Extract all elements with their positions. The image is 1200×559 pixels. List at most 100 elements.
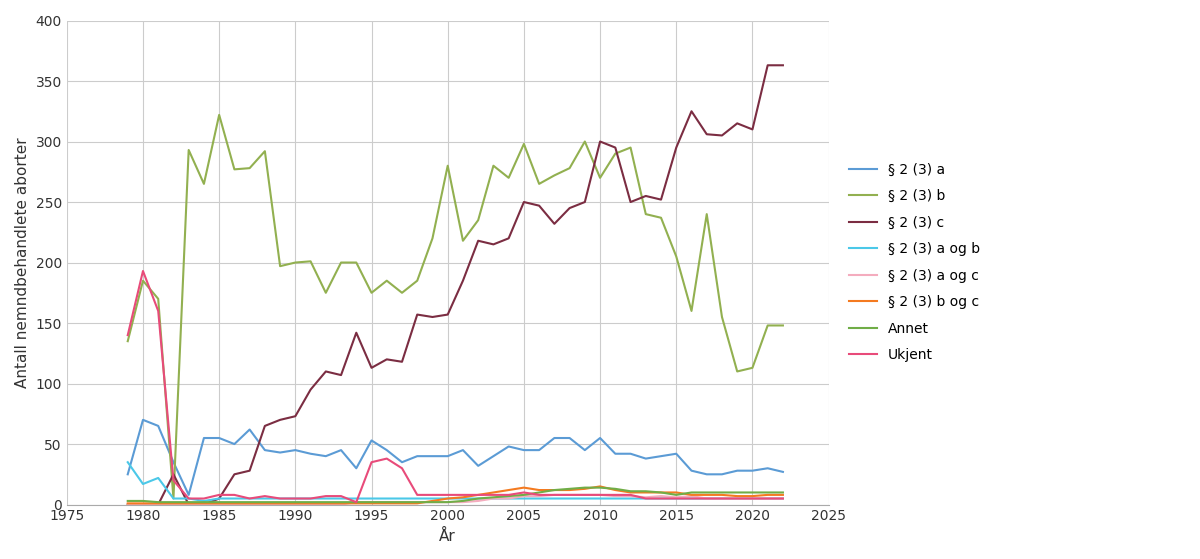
Ukjent: [563, 491, 577, 498]
§ 2 (3) a og b: [440, 495, 455, 502]
§ 2 (3) a: [745, 467, 760, 474]
§ 2 (3) a og b: [547, 495, 562, 502]
Ukjent: [547, 491, 562, 498]
§ 2 (3) c: [410, 311, 425, 318]
§ 2 (3) b: [577, 138, 592, 145]
Annet: [212, 499, 227, 505]
Ukjent: [425, 491, 439, 498]
Annet: [577, 484, 592, 491]
§ 2 (3) b: [563, 165, 577, 172]
§ 2 (3) a: [623, 451, 637, 457]
§ 2 (3) a: [304, 451, 318, 457]
§ 2 (3) b: [365, 290, 379, 296]
§ 2 (3) a og b: [197, 498, 211, 504]
§ 2 (3) b og c: [349, 500, 364, 506]
§ 2 (3) a og b: [395, 495, 409, 502]
Annet: [593, 484, 607, 491]
Annet: [120, 498, 134, 504]
§ 2 (3) b: [258, 148, 272, 154]
Line: Annet: Annet: [127, 487, 782, 502]
§ 2 (3) a og c: [547, 491, 562, 498]
§ 2 (3) b og c: [181, 500, 196, 506]
§ 2 (3) a: [258, 447, 272, 453]
§ 2 (3) c: [242, 467, 257, 474]
§ 2 (3) b og c: [379, 500, 394, 506]
§ 2 (3) a og c: [684, 492, 698, 499]
§ 2 (3) c: [654, 196, 668, 203]
Ukjent: [730, 495, 744, 502]
§ 2 (3) a: [775, 468, 790, 475]
Ukjent: [486, 491, 500, 498]
§ 2 (3) a: [212, 435, 227, 442]
§ 2 (3) b og c: [304, 500, 318, 506]
§ 2 (3) c: [456, 277, 470, 284]
Ukjent: [608, 491, 623, 498]
Ukjent: [700, 495, 714, 502]
§ 2 (3) a og b: [470, 495, 485, 502]
§ 2 (3) a og b: [608, 495, 623, 502]
§ 2 (3) b: [761, 322, 775, 329]
§ 2 (3) b og c: [365, 500, 379, 506]
§ 2 (3) a og b: [410, 495, 425, 502]
§ 2 (3) a og c: [319, 501, 334, 508]
§ 2 (3) b: [517, 140, 532, 147]
§ 2 (3) a: [730, 467, 744, 474]
§ 2 (3) b: [486, 162, 500, 169]
Ukjent: [334, 492, 348, 499]
§ 2 (3) b og c: [761, 491, 775, 498]
Ukjent: [212, 491, 227, 498]
§ 2 (3) a og b: [532, 495, 546, 502]
Annet: [197, 499, 211, 505]
Annet: [334, 499, 348, 505]
§ 2 (3) a og c: [761, 495, 775, 502]
§ 2 (3) a: [456, 447, 470, 453]
§ 2 (3) a og c: [136, 501, 150, 508]
§ 2 (3) b: [440, 162, 455, 169]
§ 2 (3) b og c: [319, 500, 334, 506]
Ukjent: [502, 491, 516, 498]
Annet: [715, 489, 730, 496]
Ukjent: [623, 491, 637, 498]
§ 2 (3) a og b: [700, 495, 714, 502]
§ 2 (3) a: [638, 455, 653, 462]
Annet: [151, 499, 166, 505]
§ 2 (3) a og b: [761, 495, 775, 502]
§ 2 (3) a: [379, 447, 394, 453]
Annet: [761, 489, 775, 496]
§ 2 (3) a og c: [304, 501, 318, 508]
§ 2 (3) c: [486, 241, 500, 248]
§ 2 (3) c: [258, 423, 272, 429]
§ 2 (3) b: [272, 263, 287, 269]
Ukjent: [440, 491, 455, 498]
§ 2 (3) b og c: [670, 489, 684, 496]
§ 2 (3) b: [288, 259, 302, 266]
Ukjent: [304, 495, 318, 502]
§ 2 (3) a og b: [502, 495, 516, 502]
Annet: [304, 499, 318, 505]
Ukjent: [745, 495, 760, 502]
§ 2 (3) c: [212, 495, 227, 502]
§ 2 (3) a og b: [670, 495, 684, 502]
Line: § 2 (3) a og b: § 2 (3) a og b: [127, 462, 782, 501]
Annet: [532, 489, 546, 496]
§ 2 (3) c: [349, 329, 364, 336]
§ 2 (3) c: [593, 138, 607, 145]
§ 2 (3) a og c: [197, 501, 211, 508]
§ 2 (3) a og b: [730, 495, 744, 502]
§ 2 (3) c: [502, 235, 516, 241]
§ 2 (3) a og c: [563, 491, 577, 498]
§ 2 (3) a og b: [349, 495, 364, 502]
§ 2 (3) c: [623, 198, 637, 205]
§ 2 (3) b: [242, 165, 257, 172]
§ 2 (3) b og c: [272, 500, 287, 506]
Ukjent: [395, 465, 409, 472]
Ukjent: [319, 492, 334, 499]
§ 2 (3) a og c: [272, 501, 287, 508]
§ 2 (3) b og c: [775, 491, 790, 498]
Annet: [654, 489, 668, 496]
§ 2 (3) a og c: [577, 491, 592, 498]
Annet: [349, 499, 364, 505]
§ 2 (3) c: [227, 471, 241, 478]
§ 2 (3) a og b: [745, 495, 760, 502]
§ 2 (3) b: [547, 172, 562, 179]
